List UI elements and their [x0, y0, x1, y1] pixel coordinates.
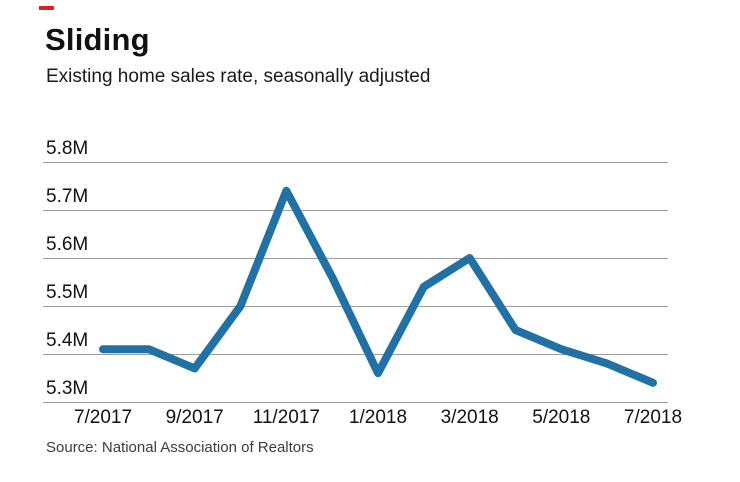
accent-dash [39, 6, 54, 10]
chart-title: Sliding [45, 22, 150, 57]
x-axis-label: 7/2017 [73, 407, 133, 428]
y-axis-label: 5.4M [46, 330, 89, 351]
chart-subtitle: Existing home sales rate, seasonally adj… [46, 66, 431, 87]
y-axis-label: 5.3M [46, 378, 89, 399]
y-axis-label: 5.7M [46, 186, 89, 207]
source-note: Source: National Association of Realtors [46, 439, 314, 456]
y-axis-label: 5.8M [46, 138, 89, 159]
y-axis-label: 5.6M [46, 234, 89, 255]
y-axis-label: 5.5M [46, 282, 89, 303]
x-axis-label: 7/2018 [623, 407, 683, 428]
x-axis-label: 9/2017 [165, 407, 224, 428]
sales-line [99, 186, 657, 387]
x-axis-label: 5/2018 [532, 407, 591, 428]
x-axis-label: 1/2018 [348, 407, 408, 428]
x-axis-label: 11/2017 [252, 407, 320, 428]
gridlines [43, 162, 668, 403]
x-axis-label: 3/2018 [440, 407, 499, 428]
